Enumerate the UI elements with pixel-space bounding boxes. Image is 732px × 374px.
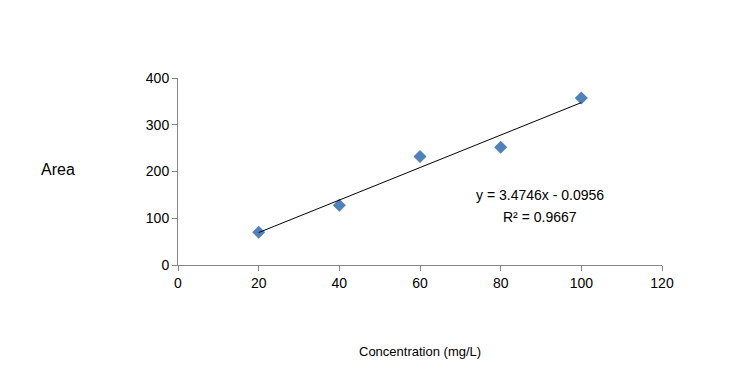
- svg-text:0: 0: [161, 257, 169, 273]
- svg-text:100: 100: [146, 210, 170, 226]
- svg-text:80: 80: [493, 275, 509, 291]
- svg-text:400: 400: [146, 70, 170, 86]
- svg-text:0: 0: [174, 275, 182, 291]
- svg-text:R² = 0.9667: R² = 0.9667: [503, 209, 577, 225]
- svg-text:120: 120: [650, 275, 674, 291]
- svg-text:20: 20: [251, 275, 267, 291]
- svg-text:60: 60: [412, 275, 428, 291]
- svg-text:Area: Area: [41, 161, 75, 178]
- svg-text:y = 3.4746x - 0.0956: y = 3.4746x - 0.0956: [476, 187, 604, 203]
- svg-text:100: 100: [570, 275, 594, 291]
- svg-text:300: 300: [146, 117, 170, 133]
- svg-text:40: 40: [332, 275, 348, 291]
- svg-text:200: 200: [146, 163, 170, 179]
- svg-text:Concentration (mg/L): Concentration (mg/L): [359, 344, 481, 359]
